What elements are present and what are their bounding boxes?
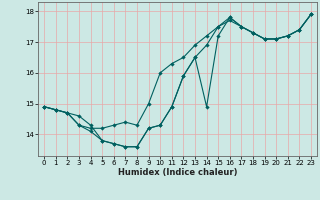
X-axis label: Humidex (Indice chaleur): Humidex (Indice chaleur) — [118, 168, 237, 177]
